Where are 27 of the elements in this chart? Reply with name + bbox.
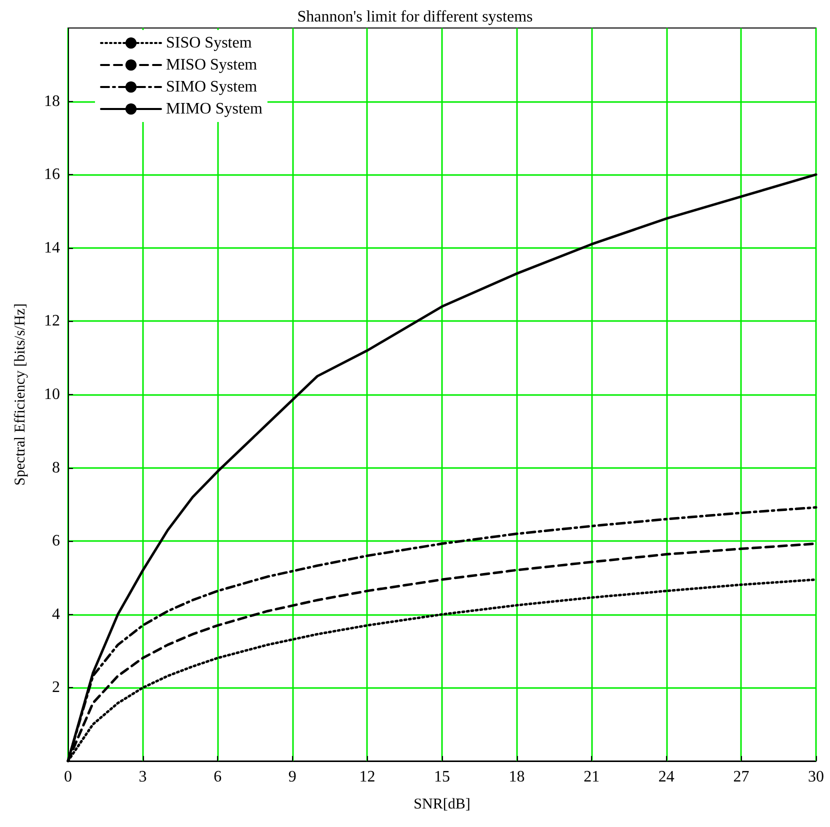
x-tick-label: 0 [64,768,72,786]
x-tick-label: 21 [584,768,600,786]
y-tick-label: 10 [44,386,60,403]
x-tick-label: 30 [808,768,824,786]
x-tick-label: 24 [658,768,674,786]
x-tick-label: 9 [288,768,296,786]
legend-label: SISO System [166,34,252,52]
y-tick-label: 14 [44,239,60,256]
y-axis-title: Spectral Efficiency [bits/s/Hz] [12,303,28,486]
legend-label: SIMO System [166,78,258,96]
y-tick-label: 12 [44,312,60,330]
x-tick-label: 3 [138,768,147,786]
x-tick-label: 12 [359,768,376,786]
y-tick-label: 16 [44,166,60,184]
x-axis-title: SNR[dB] [414,796,470,812]
x-tick-label: 6 [214,768,222,786]
x-tick-label: 18 [508,768,525,786]
legend-label: MIMO System [166,100,264,118]
y-tick-label: 6 [52,532,60,550]
y-tick-label: 8 [52,459,60,476]
x-tick-label: 15 [434,768,450,786]
x-tick-label: 27 [733,768,750,786]
y-tick-label: 2 [52,679,60,696]
y-tick-label: 18 [44,92,60,110]
chart-title: Shannon's limit for different systems [297,8,533,26]
legend-label: MISO System [166,56,258,74]
y-tick-label: 4 [52,606,60,623]
